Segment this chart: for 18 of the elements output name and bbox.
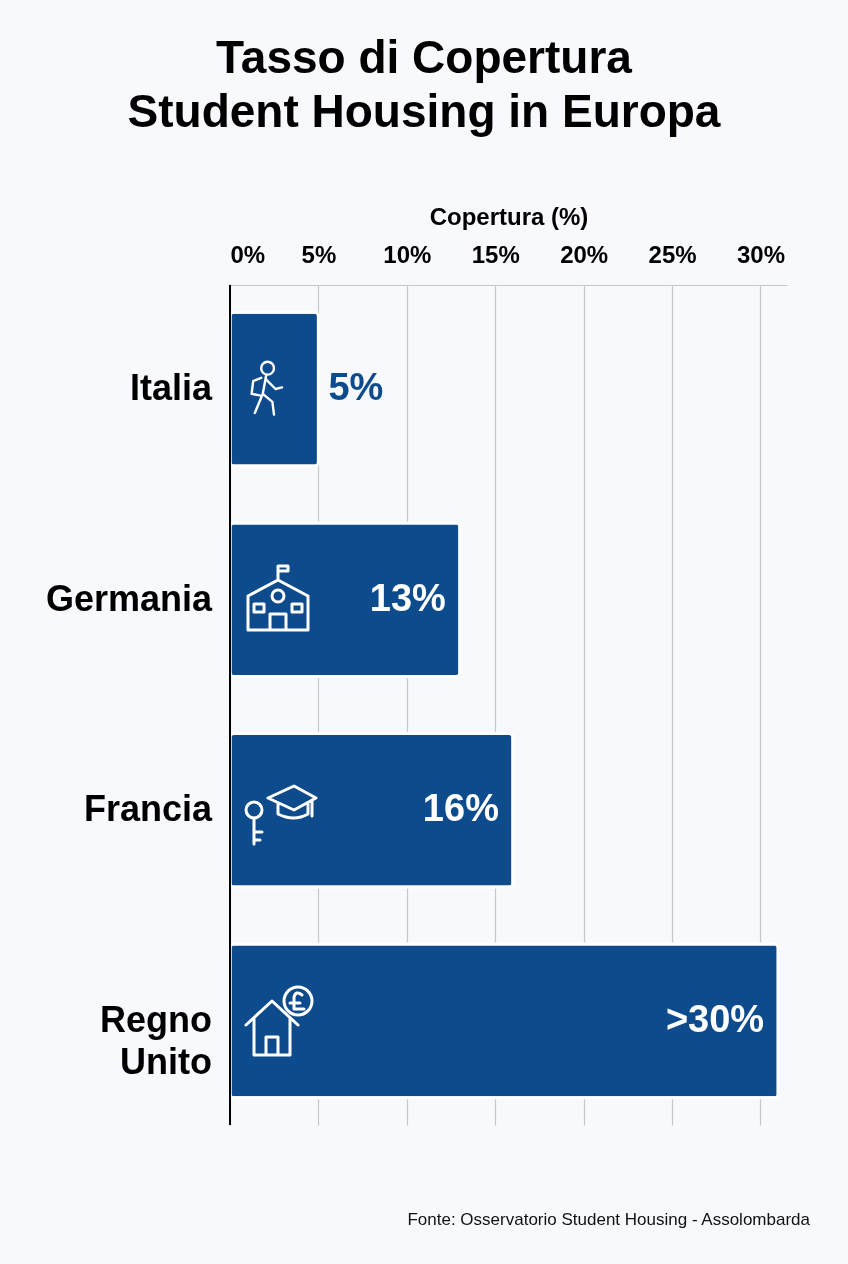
y-tick-label: Francia — [83, 788, 213, 830]
x-tick-label: 5% — [301, 240, 337, 268]
source-note: Fonte: Osservatorio Student Housing - Assolombarda — [407, 1210, 810, 1230]
chart-title: Tasso di Copertura Student Housing in Europa — [126, 30, 722, 138]
y-tick-label: Regno Unito — [100, 998, 212, 1082]
x-axis-title: Copertura (%) — [429, 202, 589, 230]
data-label: 13% — [369, 576, 446, 619]
data-label: 5% — [328, 366, 384, 409]
x-tick-label: 25% — [648, 240, 697, 268]
data-label: 16% — [422, 787, 499, 830]
data-label: >30% — [665, 997, 765, 1040]
x-tick-label: 20% — [560, 240, 609, 268]
x-tick-label: 30% — [736, 240, 785, 268]
x-tick-label: 10% — [383, 240, 432, 268]
x-tick-label: 15% — [471, 240, 520, 268]
x-tick-label: 0% — [230, 240, 266, 268]
y-tick-label: Italia — [129, 367, 213, 409]
y-tick-label: Germania — [45, 577, 213, 619]
